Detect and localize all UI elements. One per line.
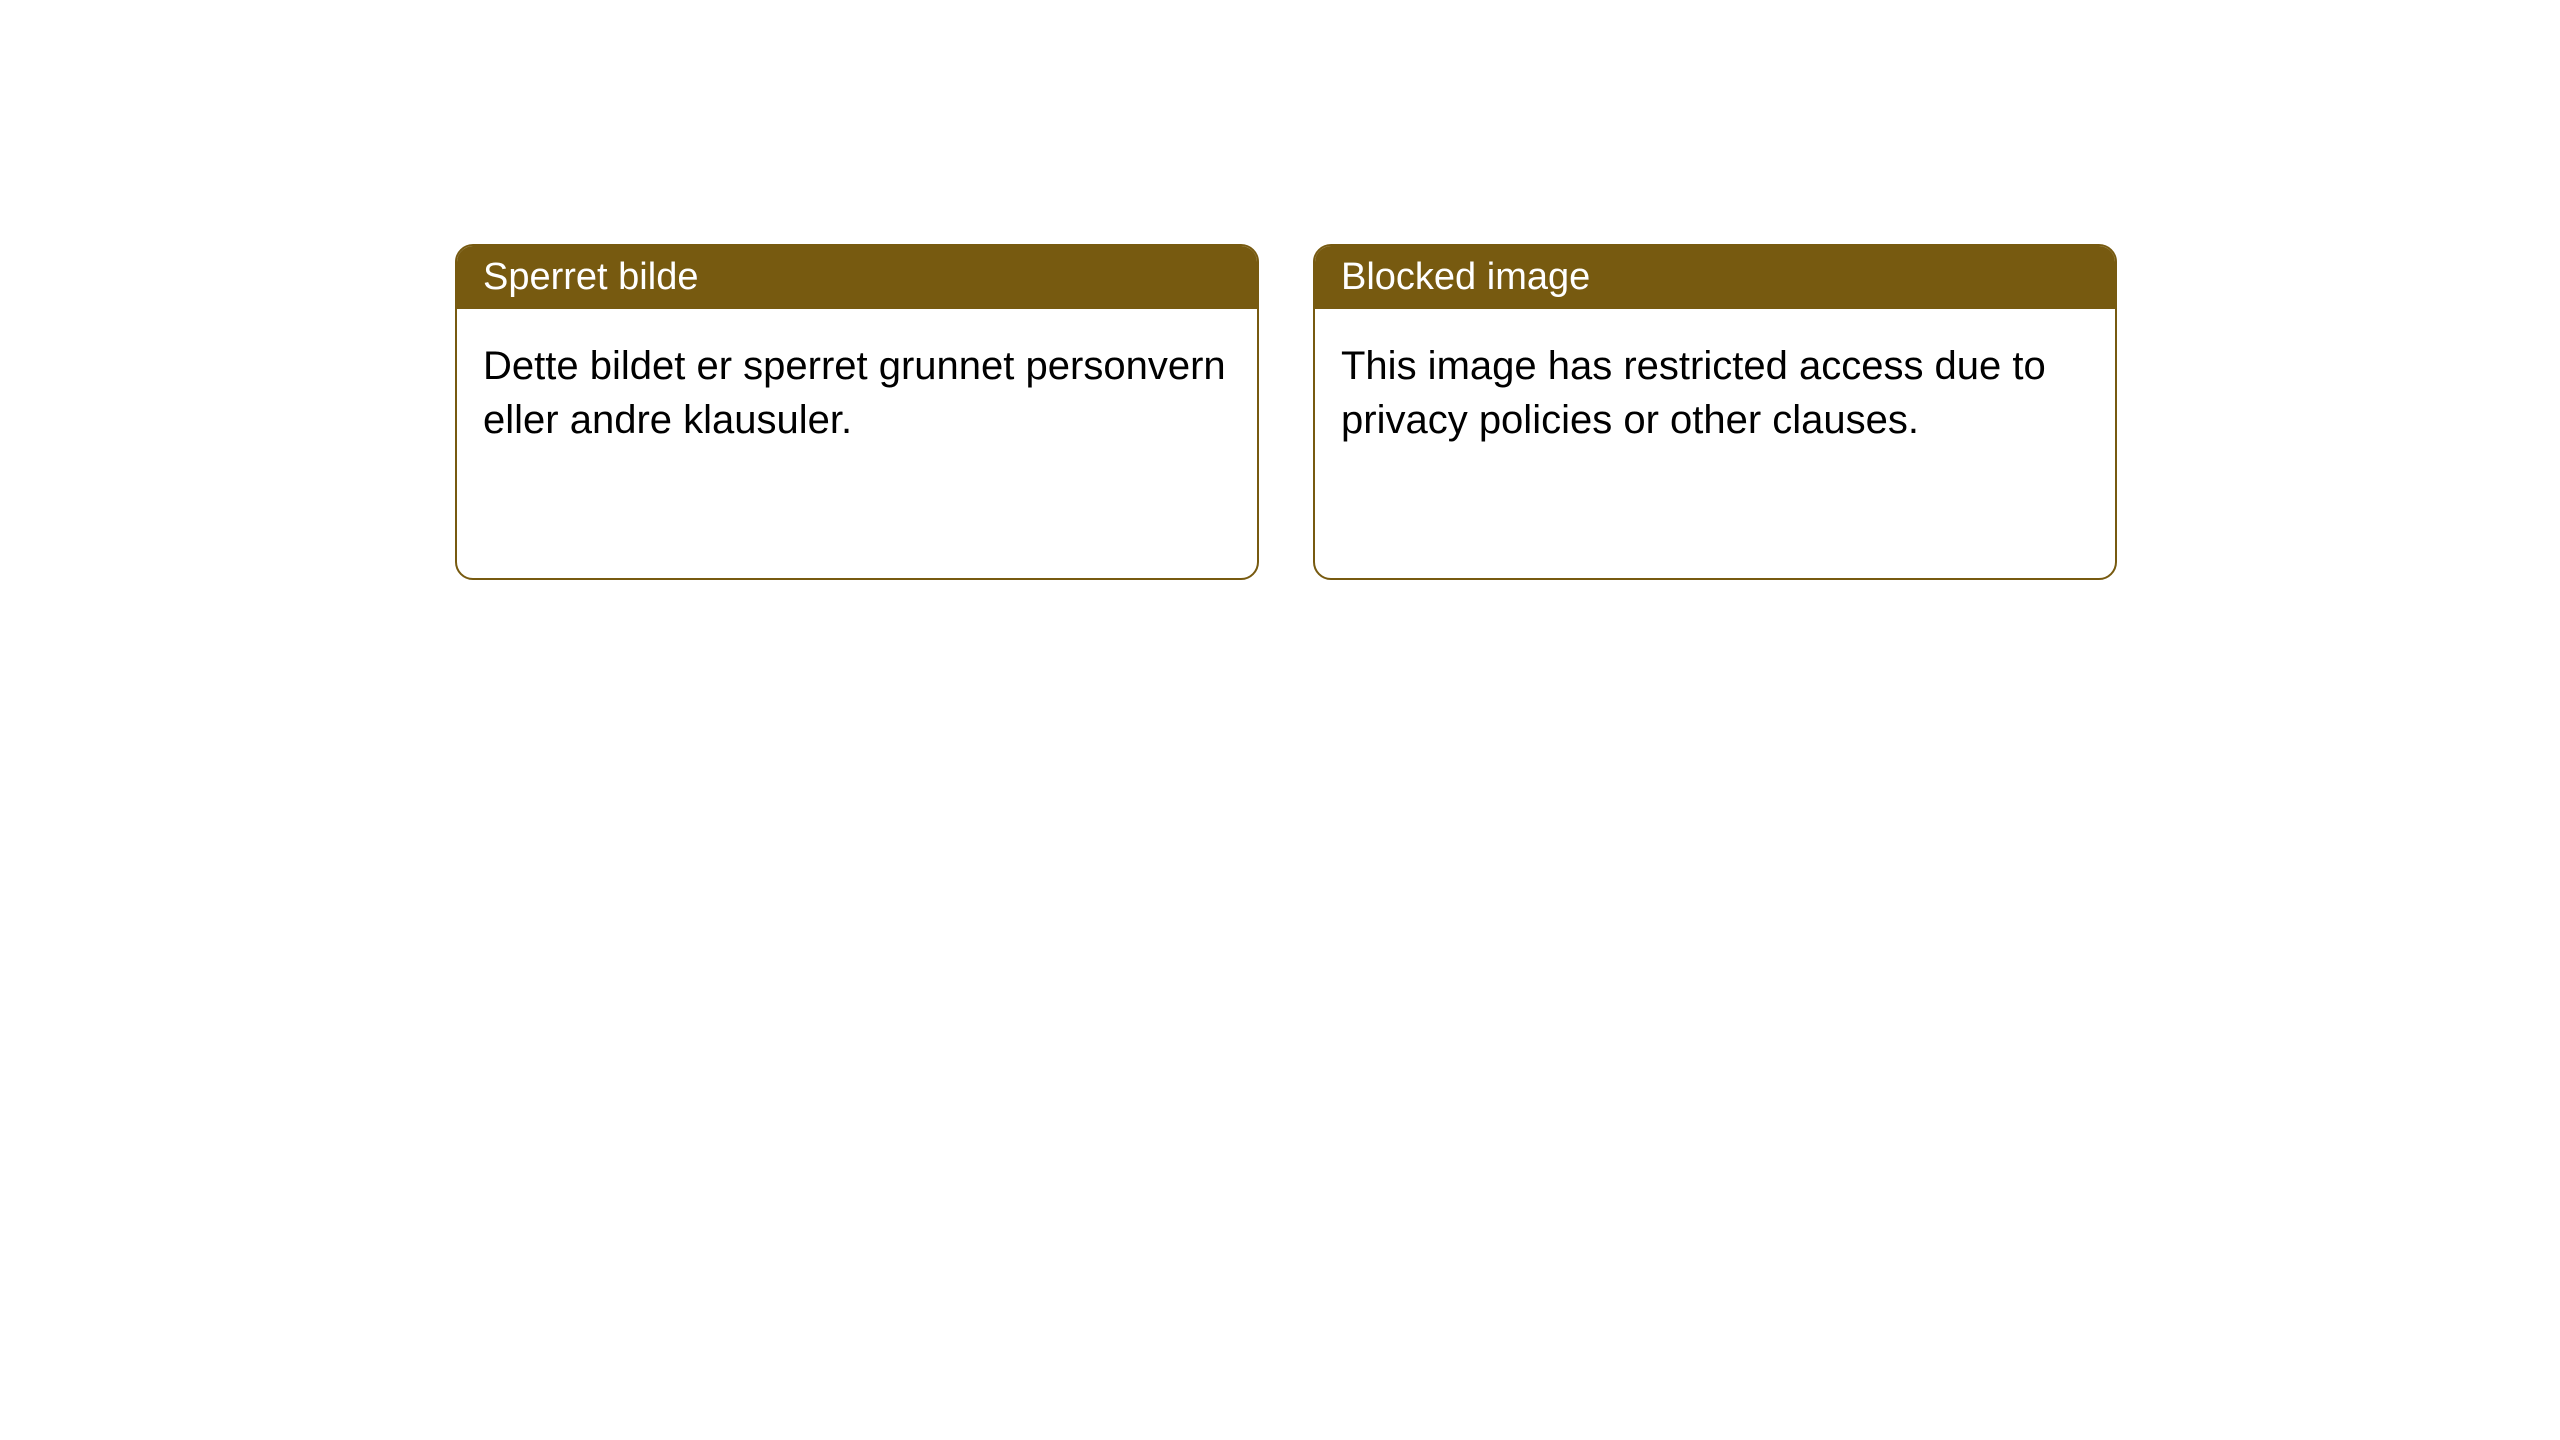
card-header: Sperret bilde — [457, 246, 1257, 309]
card-body-text: Dette bildet er sperret grunnet personve… — [483, 344, 1226, 442]
card-header: Blocked image — [1315, 246, 2115, 309]
card-body-text: This image has restricted access due to … — [1341, 344, 2046, 442]
card-body: This image has restricted access due to … — [1315, 309, 2115, 477]
blocked-image-card-en: Blocked image This image has restricted … — [1313, 244, 2117, 580]
blocked-image-card-no: Sperret bilde Dette bildet er sperret gr… — [455, 244, 1259, 580]
card-title: Blocked image — [1341, 256, 1590, 298]
card-title: Sperret bilde — [483, 256, 698, 298]
notice-container: Sperret bilde Dette bildet er sperret gr… — [455, 244, 2117, 580]
card-body: Dette bildet er sperret grunnet personve… — [457, 309, 1257, 477]
